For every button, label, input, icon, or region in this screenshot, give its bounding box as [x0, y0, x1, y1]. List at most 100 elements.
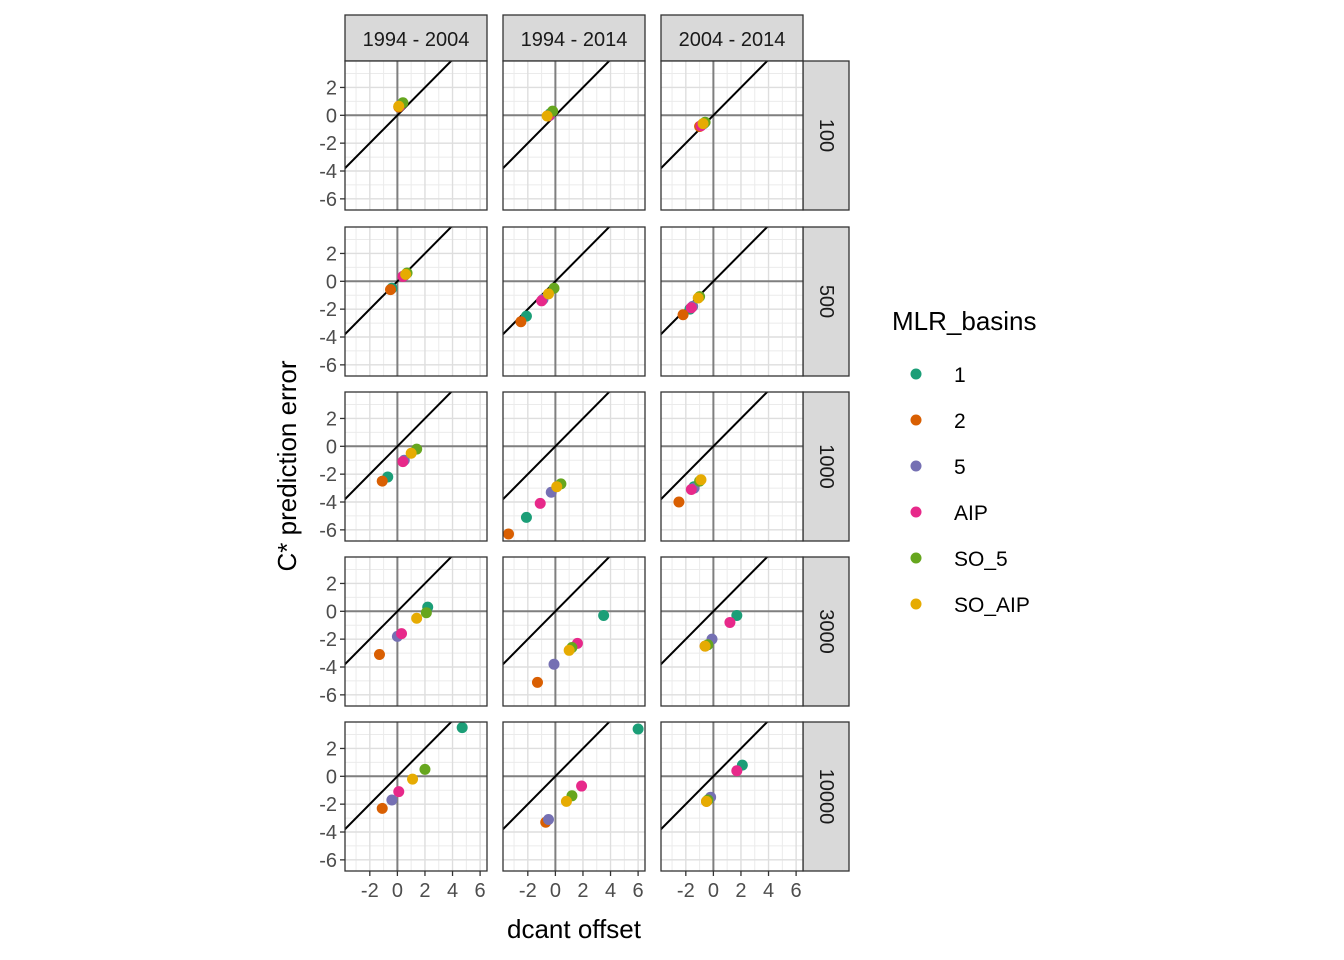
panel — [503, 392, 645, 541]
x-tick-label: 0 — [550, 880, 561, 902]
data-point-so-aip — [407, 773, 419, 785]
data-point-so-aip — [700, 795, 712, 807]
y-tick-label: 0 — [326, 436, 337, 458]
panel-background — [661, 227, 803, 376]
panel-background — [345, 61, 487, 210]
panel-border — [344, 721, 488, 872]
panel-border — [660, 60, 804, 211]
data-point-aip — [397, 456, 409, 468]
col-strip-label: 1994 - 2004 — [363, 29, 470, 51]
panel-background — [503, 61, 645, 210]
identity-line — [661, 392, 769, 501]
y-tick-label: -2 — [319, 464, 337, 486]
data-point-1 — [456, 722, 468, 734]
data-point-so-5 — [419, 763, 431, 775]
legend-key — [910, 552, 922, 564]
data-point-5 — [548, 658, 560, 670]
legend-label: AIP — [954, 502, 988, 525]
col-strip — [502, 14, 646, 62]
data-point-so-aip — [560, 795, 572, 807]
x-tick-label: 6 — [475, 880, 486, 902]
panel-border — [660, 226, 804, 377]
panel-background — [503, 227, 645, 376]
legend-label: 1 — [954, 364, 966, 387]
data-point-aip — [576, 780, 588, 792]
panel — [661, 61, 803, 210]
row-strip-label: 500 — [815, 285, 837, 318]
y-tick-label: -4 — [319, 492, 337, 514]
x-tick-label: 4 — [605, 880, 616, 902]
panel — [503, 722, 645, 871]
panel-background — [661, 557, 803, 706]
panel-border — [344, 391, 488, 542]
y-tick-label: -6 — [319, 355, 337, 377]
x-tick-label: -2 — [677, 880, 695, 902]
identity-line — [345, 227, 453, 336]
col-strip-label: 1994 - 2014 — [521, 29, 628, 51]
panel — [661, 227, 803, 376]
data-point-1 — [520, 511, 532, 523]
identity-line — [345, 557, 453, 666]
data-point-5 — [542, 813, 554, 825]
panel-border — [660, 556, 804, 707]
panel — [503, 61, 645, 210]
y-tick-label: -2 — [319, 299, 337, 321]
row-strip — [802, 226, 850, 377]
panel-border — [502, 391, 646, 542]
data-point-so-aip — [695, 474, 707, 486]
data-point-2 — [515, 316, 527, 328]
panel-background — [661, 392, 803, 541]
data-point-so-aip — [405, 447, 417, 459]
row-strip-label: 10000 — [815, 769, 837, 825]
y-tick-label: -6 — [319, 850, 337, 872]
panel-border — [502, 556, 646, 707]
x-tick-label: 2 — [577, 880, 588, 902]
panel-background — [345, 227, 487, 376]
y-tick-label: -6 — [319, 189, 337, 211]
legend-key — [910, 368, 922, 380]
legend-title: MLR_basins — [892, 306, 1037, 336]
identity-line — [345, 61, 453, 170]
panel — [661, 557, 803, 706]
data-point-aip — [731, 765, 743, 777]
legend-key — [910, 598, 922, 610]
identity-line — [345, 392, 453, 501]
identity-line — [503, 227, 611, 336]
data-point-aip — [685, 302, 697, 314]
identity-line — [661, 557, 769, 666]
data-point-2 — [376, 802, 388, 814]
data-point-2 — [673, 496, 685, 508]
legend-key — [910, 414, 922, 426]
y-tick-label: 0 — [326, 766, 337, 788]
identity-line — [503, 557, 611, 666]
panel — [345, 557, 487, 706]
data-point-so-aip — [692, 292, 704, 304]
x-tick-label: 0 — [392, 880, 403, 902]
x-tick-label: 6 — [633, 880, 644, 902]
x-tick-label: 4 — [447, 880, 458, 902]
legend: 1 2 5 AIP SO_5 SO_AIP — [910, 364, 1030, 617]
row-strip-label: 3000 — [815, 609, 837, 654]
panel-border — [660, 391, 804, 542]
data-point-so-aip — [542, 288, 554, 300]
y-tick-label: 2 — [326, 573, 337, 595]
facet-panels: 1994 - 2004 1994 - 2014 2004 - 2014 100 500 1… — [319, 14, 850, 902]
panel — [345, 61, 487, 210]
panel — [345, 392, 487, 541]
panel-border — [502, 721, 646, 872]
row-strip — [802, 556, 850, 707]
y-tick-label: 2 — [326, 408, 337, 430]
y-tick-label: -2 — [319, 794, 337, 816]
y-axis-title: C* prediction error — [272, 360, 302, 571]
panel-border — [344, 60, 488, 211]
panel-border — [344, 556, 488, 707]
row-strip-label: 1000 — [815, 444, 837, 489]
data-point-so-aip — [563, 644, 575, 656]
y-tick-label: -4 — [319, 657, 337, 679]
y-tick-label: -6 — [319, 685, 337, 707]
legend-label: 5 — [954, 456, 966, 479]
panel-border — [502, 60, 646, 211]
identity-line — [661, 227, 769, 336]
col-strip — [660, 14, 804, 62]
data-point-2 — [531, 676, 543, 688]
